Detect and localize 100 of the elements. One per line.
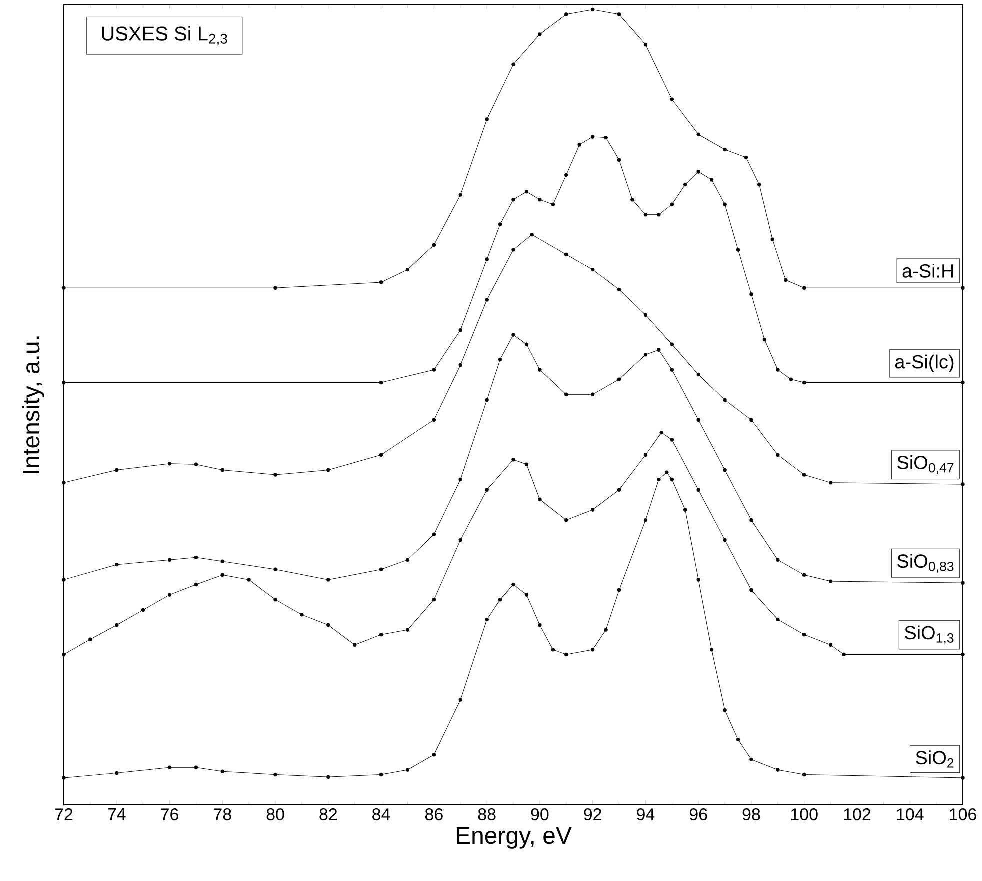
x-axis-title: Energy, eV bbox=[457, 827, 572, 849]
point bbox=[432, 368, 436, 372]
text: USXES Si L$_{2,3}$ bbox=[102, 26, 228, 46]
x-tick-label: 102 bbox=[844, 808, 871, 821]
point bbox=[524, 593, 529, 597]
point bbox=[326, 623, 330, 628]
point bbox=[485, 618, 489, 622]
point bbox=[670, 478, 674, 482]
point bbox=[485, 118, 489, 122]
point bbox=[379, 632, 384, 637]
point bbox=[564, 652, 568, 657]
point bbox=[762, 338, 767, 342]
point bbox=[406, 268, 410, 272]
point bbox=[758, 182, 762, 187]
point bbox=[512, 248, 516, 252]
point bbox=[194, 462, 198, 466]
x-tick-label: 94 bbox=[637, 808, 655, 821]
point bbox=[723, 148, 727, 152]
point bbox=[961, 581, 965, 585]
point bbox=[220, 468, 224, 472]
point bbox=[62, 286, 66, 290]
point bbox=[644, 518, 648, 522]
point bbox=[784, 278, 788, 282]
point bbox=[115, 562, 119, 567]
point bbox=[723, 202, 727, 206]
point bbox=[564, 518, 568, 522]
point bbox=[617, 588, 622, 592]
point bbox=[512, 458, 516, 462]
point bbox=[458, 193, 462, 197]
point bbox=[710, 178, 714, 182]
point bbox=[696, 132, 700, 136]
point bbox=[538, 198, 542, 202]
x-tick-label: 72 bbox=[55, 808, 73, 820]
point bbox=[498, 358, 502, 362]
x-tick-label: 104 bbox=[897, 808, 924, 821]
point bbox=[776, 618, 780, 622]
point bbox=[274, 286, 278, 290]
point bbox=[485, 488, 489, 492]
point bbox=[274, 772, 278, 777]
point bbox=[776, 453, 780, 457]
point bbox=[670, 438, 674, 442]
point bbox=[524, 342, 529, 346]
point bbox=[604, 136, 608, 140]
point bbox=[551, 648, 556, 652]
point bbox=[696, 372, 700, 377]
point bbox=[802, 286, 806, 290]
point bbox=[750, 292, 754, 296]
x-tick-label: 90 bbox=[531, 808, 549, 821]
point bbox=[115, 771, 119, 776]
point bbox=[696, 170, 700, 174]
point bbox=[590, 8, 595, 12]
point bbox=[551, 202, 556, 206]
x-tick-label: 96 bbox=[690, 808, 708, 821]
point bbox=[660, 430, 664, 435]
point bbox=[670, 368, 674, 372]
point bbox=[578, 143, 582, 147]
point bbox=[512, 198, 516, 202]
point bbox=[590, 268, 595, 272]
point bbox=[220, 560, 224, 564]
point bbox=[115, 623, 119, 628]
point bbox=[828, 481, 833, 485]
point bbox=[670, 342, 674, 346]
point bbox=[828, 580, 833, 584]
series-label: a-Si(lc) bbox=[895, 354, 954, 373]
point bbox=[220, 573, 224, 578]
x-tick-label: 98 bbox=[742, 808, 760, 821]
series-label: SiO$_{0,83}$ bbox=[898, 554, 954, 573]
point bbox=[406, 628, 410, 632]
point bbox=[657, 348, 661, 352]
point bbox=[802, 573, 806, 578]
point bbox=[62, 776, 66, 780]
x-tick-label: 78 bbox=[214, 808, 232, 821]
x-tick-label: 106 bbox=[950, 808, 976, 821]
point bbox=[696, 488, 700, 492]
point bbox=[802, 772, 806, 777]
point bbox=[564, 252, 568, 257]
point bbox=[379, 772, 384, 777]
point bbox=[644, 453, 648, 457]
point bbox=[644, 42, 648, 47]
point bbox=[723, 398, 727, 402]
x-tick-label: 82 bbox=[320, 808, 338, 821]
point bbox=[458, 478, 462, 482]
point bbox=[736, 738, 740, 742]
point bbox=[604, 628, 608, 632]
point bbox=[750, 418, 754, 422]
point bbox=[530, 232, 534, 237]
point bbox=[670, 98, 674, 102]
point bbox=[406, 768, 410, 772]
point bbox=[538, 623, 542, 628]
point bbox=[617, 488, 622, 492]
point bbox=[326, 775, 330, 780]
point bbox=[776, 558, 780, 562]
point bbox=[194, 582, 198, 587]
point bbox=[512, 62, 516, 66]
series-label: a-Si:H bbox=[902, 264, 954, 278]
point bbox=[776, 768, 780, 772]
point bbox=[194, 766, 198, 770]
point bbox=[62, 481, 66, 485]
x-tick-label: 92 bbox=[584, 808, 602, 821]
point bbox=[432, 532, 436, 536]
